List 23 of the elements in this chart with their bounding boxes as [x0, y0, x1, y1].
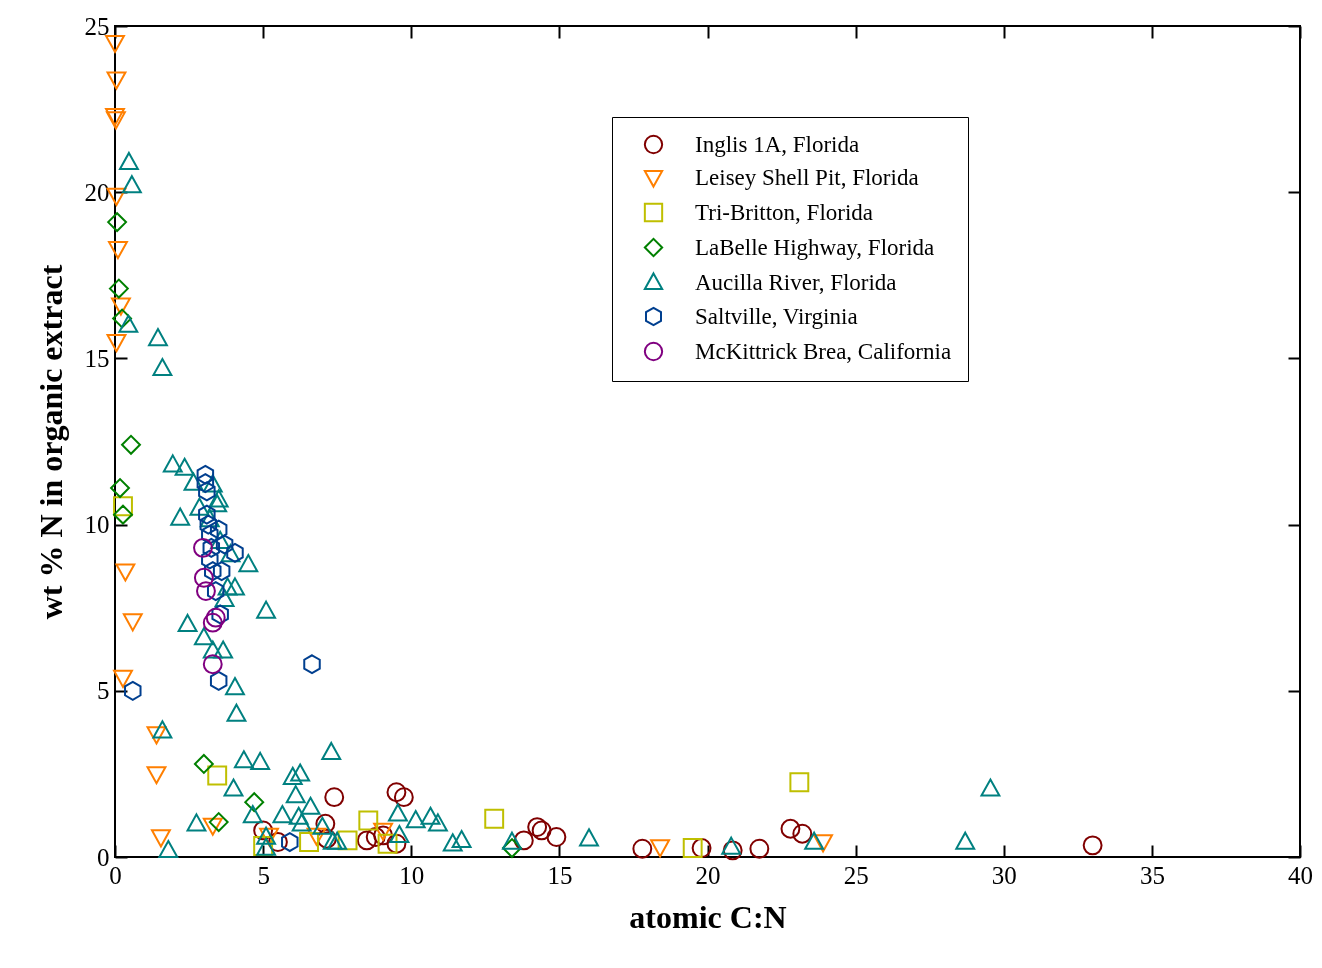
legend-label: Tri-Britton, Florida: [695, 199, 874, 225]
x-tick-label: 25: [843, 861, 869, 889]
x-tick-label: 10: [399, 861, 425, 889]
legend-label: Inglis 1A, Florida: [695, 131, 860, 157]
legend-label: McKittrick Brea, California: [695, 338, 952, 364]
x-tick-label: 15: [547, 861, 573, 889]
x-tick-label: 5: [257, 861, 270, 889]
y-tick-label: 10: [84, 511, 110, 539]
y-tick-label: 20: [84, 178, 110, 206]
y-tick-label: 15: [84, 344, 110, 372]
x-axis-title: atomic C:N: [629, 898, 787, 935]
legend-label: LaBelle Highway, Florida: [695, 234, 935, 260]
legend-label: Saltville, Virginia: [695, 303, 858, 329]
legend-label: Leisey Shell Pit, Florida: [695, 164, 919, 190]
y-tick-label: 5: [97, 677, 110, 705]
x-tick-label: 20: [695, 861, 721, 889]
x-tick-label: 35: [1139, 861, 1165, 889]
x-tick-label: 30: [991, 861, 1017, 889]
legend-label: Aucilla River, Florida: [695, 269, 897, 295]
x-tick-label: 40: [1288, 861, 1313, 889]
y-tick-label: 25: [84, 12, 110, 40]
y-tick-label: 0: [97, 843, 110, 871]
y-axis-title: wt % N in organic extract: [32, 264, 69, 620]
